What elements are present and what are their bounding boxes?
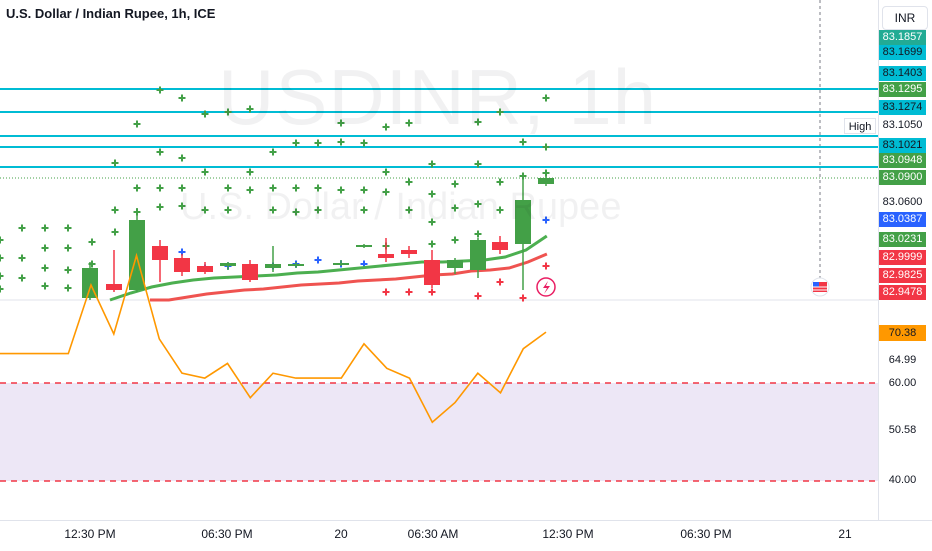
time-axis[interactable] <box>0 520 932 551</box>
candle-body <box>242 264 258 280</box>
price-label: 83.1021 <box>879 138 926 153</box>
watermark-name: U.S. Dollar / Indian Rupee <box>180 186 621 229</box>
candle-body <box>288 264 304 266</box>
candle-body <box>356 245 372 247</box>
time-tick-label: 06:30 PM <box>680 527 731 541</box>
time-tick-label: 12:30 PM <box>64 527 115 541</box>
price-label: 83.1050 <box>879 118 926 133</box>
candle-body <box>152 246 168 260</box>
price-label: 82.9478 <box>879 285 926 300</box>
us-flag-canton-icon <box>813 282 819 287</box>
price-label: 83.1274 <box>879 100 926 115</box>
high-label: High <box>844 118 876 134</box>
price-label: 83.0600 <box>879 195 926 210</box>
price-label: 82.9999 <box>879 250 926 265</box>
time-tick-label: 21 <box>838 527 851 541</box>
candle-body <box>401 250 417 254</box>
price-label: 82.9825 <box>879 268 926 283</box>
candle-body <box>470 240 486 270</box>
candle-body <box>538 178 554 184</box>
candle-body <box>333 263 349 265</box>
price-label: 83.0900 <box>879 170 926 185</box>
time-tick-label: 12:30 PM <box>542 527 593 541</box>
rsi-axis-label: 40.00 <box>879 472 926 488</box>
candle-body <box>424 260 440 285</box>
price-label: 83.0948 <box>879 153 926 168</box>
candle-body <box>174 258 190 272</box>
time-tick-label: 06:30 PM <box>201 527 252 541</box>
candle-body <box>378 254 394 258</box>
rsi-axis-label: 70.38 <box>879 325 926 341</box>
candle-body <box>220 263 236 266</box>
rsi-band <box>0 383 878 481</box>
price-label: 83.1699 <box>879 45 926 60</box>
rsi-axis-label: 60.00 <box>879 375 926 391</box>
candle-body <box>492 242 508 250</box>
candle-body <box>197 266 213 272</box>
time-tick-label: 20 <box>334 527 347 541</box>
time-tick-label: 06:30 AM <box>408 527 459 541</box>
price-label: 83.0231 <box>879 232 926 247</box>
price-label: 83.0387 <box>879 212 926 227</box>
price-label: 83.1295 <box>879 82 926 97</box>
candle-body <box>447 260 463 268</box>
rsi-axis-label: 50.58 <box>879 422 926 438</box>
price-label: 83.1857 <box>879 30 926 45</box>
price-label: 83.1403 <box>879 66 926 81</box>
candle-body <box>265 264 281 268</box>
rsi-axis-label: 64.99 <box>879 352 926 368</box>
symbol-title[interactable]: U.S. Dollar / Indian Rupee, 1h, ICE <box>6 6 215 21</box>
currency-button[interactable]: INR <box>882 6 928 30</box>
watermark-symbol: USDINR, 1h <box>218 52 657 143</box>
candle-body <box>106 284 122 290</box>
